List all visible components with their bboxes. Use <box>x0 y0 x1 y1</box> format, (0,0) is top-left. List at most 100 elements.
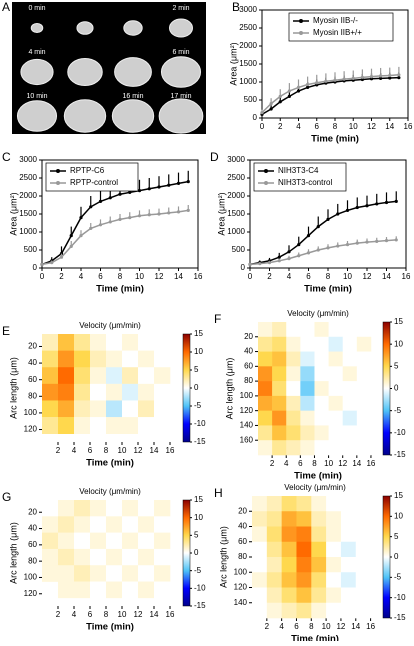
heatmap-cell <box>328 440 344 456</box>
heatmap-cell <box>58 417 75 434</box>
panel-label: G <box>2 490 11 504</box>
heatmap-cell <box>74 532 91 550</box>
heatmap-cell <box>266 496 282 512</box>
cell-image <box>20 58 54 86</box>
heatmap-cell <box>272 366 287 382</box>
heatmap-cell <box>266 557 282 573</box>
data-point <box>167 211 171 215</box>
heatmap-cell <box>58 334 75 351</box>
data-point <box>394 238 398 242</box>
plot-frame <box>249 159 407 269</box>
panel-label: C <box>2 150 11 164</box>
heatmap-cell <box>58 400 75 418</box>
colorbar-tick-label: -10 <box>394 428 406 437</box>
heatmap-cell <box>106 350 123 368</box>
heatmap-cell <box>106 417 123 434</box>
heatmap-cell <box>281 572 297 588</box>
data-point <box>336 212 340 216</box>
x-tick-label: 16 <box>402 272 411 281</box>
cell-image <box>16 100 58 132</box>
colorbar-tick-label: -15 <box>394 450 406 459</box>
heatmap-cell <box>138 334 155 351</box>
heatmap-cell <box>42 417 59 434</box>
heatmap-cell <box>300 395 315 411</box>
heatmap-cell <box>311 587 327 604</box>
heatmap-cell <box>281 526 297 543</box>
colorbar-tick-label: 5 <box>194 530 199 539</box>
colorbar-tick-label: 5 <box>394 361 399 370</box>
y-tick-label: 40 <box>244 347 253 356</box>
chart-title: Velocity (μm/min) <box>79 321 141 330</box>
heatmap-cell <box>311 557 327 573</box>
y-tick-label: 80 <box>238 552 247 561</box>
data-point <box>388 76 392 80</box>
heatmap-cell <box>314 381 329 397</box>
heatmap-cell <box>252 496 268 512</box>
data-point <box>98 223 103 227</box>
heatmap-cell <box>356 410 372 426</box>
data-point <box>345 208 350 212</box>
heatmap-cell <box>258 336 273 352</box>
y-tick-label: 500 <box>24 245 38 254</box>
heatmap-cell <box>340 526 357 543</box>
data-point <box>306 251 311 255</box>
data-point <box>375 239 379 243</box>
heatmap-cell <box>281 587 297 604</box>
data-point <box>360 75 364 79</box>
heatmap-cell <box>58 565 75 582</box>
panel-label: A <box>2 0 10 14</box>
y-tick-label: 1000 <box>19 227 37 236</box>
x-axis-label: Time (min) <box>96 284 144 295</box>
heatmap-cell <box>286 395 301 411</box>
x-axis-label: Time (min) <box>86 622 134 633</box>
data-point <box>79 234 83 238</box>
x-tick-label: 8 <box>326 272 331 281</box>
legend-label: RPTP-C6 <box>70 166 105 175</box>
heatmap-cell <box>154 367 171 385</box>
heatmap-cell <box>296 557 312 573</box>
panel-label: H <box>214 486 223 500</box>
data-point <box>157 212 161 216</box>
x-tick-label: 14 <box>352 459 361 468</box>
colorbar <box>182 499 191 607</box>
heatmap-cell <box>122 400 139 418</box>
legend-label: Myosin IIB-/- <box>313 16 358 25</box>
heatmap-cell <box>90 417 107 434</box>
y-tick-label: 1500 <box>19 209 37 218</box>
x-tick-label: 8 <box>104 446 109 455</box>
x-tick-label: 0 <box>260 122 265 131</box>
data-point <box>79 216 83 220</box>
data-point <box>176 210 181 214</box>
heatmap-cell <box>342 440 358 456</box>
heatmap-cell <box>314 395 329 411</box>
heatmap-cell <box>296 602 312 619</box>
heatmap-cell <box>342 410 358 426</box>
series-line <box>261 74 399 114</box>
heatmap-cell <box>355 526 371 543</box>
data-point <box>277 255 281 259</box>
heatmap-cell <box>154 417 171 434</box>
x-tick-label: 16 <box>166 446 175 455</box>
heatmap-cell <box>74 581 91 599</box>
heatmap-cell <box>122 350 139 368</box>
x-tick-label: 16 <box>194 272 203 281</box>
heatmap-cell <box>154 548 171 566</box>
x-tick-label: 0 <box>248 272 253 281</box>
heatmap-cell <box>326 572 342 588</box>
heatmap-cell <box>326 541 342 558</box>
heatmap-cell <box>154 581 171 599</box>
data-point <box>297 243 301 247</box>
heatmap-cell <box>266 526 282 543</box>
y-tick-label: 20 <box>244 332 253 341</box>
heatmap-cell <box>340 496 357 512</box>
heatmap-cell <box>138 367 155 385</box>
heatmap-cell <box>328 366 344 382</box>
heatmap-cell <box>74 565 91 582</box>
data-point <box>157 185 161 189</box>
heatmap-cell <box>74 500 91 517</box>
data-point <box>89 205 93 209</box>
colorbar-tick-label: 15 <box>394 491 403 500</box>
heatmap-cell <box>138 400 155 418</box>
heatmap-cell <box>281 496 297 512</box>
x-tick-label: 12 <box>134 446 143 455</box>
